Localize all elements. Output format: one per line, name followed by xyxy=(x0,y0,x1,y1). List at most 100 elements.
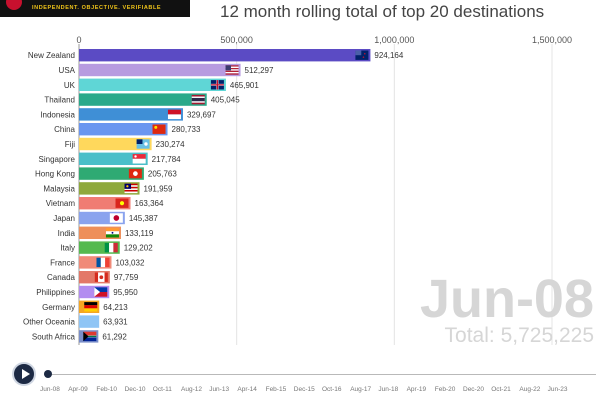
category-label-vietnam: Vietnam xyxy=(46,199,76,208)
fj-flag-icon xyxy=(136,139,150,149)
timeline-label[interactable]: Oct-16 xyxy=(322,386,342,393)
th-flag-icon xyxy=(191,94,205,105)
timeline-label[interactable]: Jun-08 xyxy=(40,386,60,393)
timeline-label[interactable]: Aug-12 xyxy=(181,386,202,393)
timeline-labels: Jun-08 Apr-09 Feb-10 Dec-10 Oct-11 Aug-12 Jun-… xyxy=(40,386,600,398)
timeline-label[interactable]: Apr-09 xyxy=(68,386,88,393)
category-label-philippines: Philippines xyxy=(36,288,75,297)
value-label-other-oceania: 63,931 xyxy=(103,318,128,327)
category-label-malaysia: Malaysia xyxy=(43,184,75,193)
bar-thailand xyxy=(79,93,207,106)
bar-indonesia xyxy=(79,108,183,121)
category-label-italy: Italy xyxy=(60,244,75,253)
value-label-germany: 64,213 xyxy=(103,303,128,312)
hk-flag-icon xyxy=(128,168,142,179)
timeline-label[interactable]: Jun-23 xyxy=(547,386,568,393)
value-label-fiji: 230,274 xyxy=(156,140,185,149)
play-icon xyxy=(22,369,30,379)
timeline-label[interactable]: Oct-11 xyxy=(152,386,172,393)
value-label-india: 133,119 xyxy=(125,229,154,238)
value-label-china: 280,733 xyxy=(172,125,201,134)
id-flag-icon xyxy=(167,109,181,120)
value-label-uk: 465,901 xyxy=(230,81,259,90)
in-flag-icon xyxy=(105,228,119,238)
value-label-malaysia: 191,959 xyxy=(144,184,173,193)
timeline-label[interactable]: Jun-18 xyxy=(378,386,399,393)
category-label-other-oceania: Other Oceania xyxy=(23,318,76,327)
timeline-label[interactable]: Aug-22 xyxy=(519,386,541,393)
timeline-label[interactable]: Dec-15 xyxy=(293,386,315,393)
brand-logo: INDEPENDENT. OBJECTIVE. VERIFIABLE xyxy=(0,0,190,17)
sg-flag-icon xyxy=(132,154,146,164)
category-label-thailand: Thailand xyxy=(44,96,75,105)
category-label-japan: Japan xyxy=(53,214,75,223)
de-flag-icon xyxy=(84,302,98,312)
it-flag-icon xyxy=(104,242,118,253)
timeline-handle[interactable] xyxy=(44,370,52,378)
period-label: Jun-08 xyxy=(419,269,594,329)
category-label-fiji: Fiji xyxy=(65,140,75,149)
timeline-label[interactable]: Feb-20 xyxy=(434,386,456,393)
za-flag-icon xyxy=(83,331,97,342)
value-label-indonesia: 329,697 xyxy=(187,110,216,119)
us-flag-icon xyxy=(225,65,239,75)
category-label-uk: UK xyxy=(64,81,76,90)
timeline-track[interactable] xyxy=(44,374,596,375)
bar-usa xyxy=(79,63,241,77)
x-tick-label: 1,000,000 xyxy=(374,35,414,45)
nz-flag-icon xyxy=(355,50,369,60)
category-label-new-zealand: New Zealand xyxy=(28,51,75,60)
logo-mark-icon xyxy=(6,0,22,10)
jp-flag-icon xyxy=(109,213,123,223)
timeline-label[interactable]: Aug-17 xyxy=(350,386,372,393)
value-label-thailand: 405,045 xyxy=(211,96,240,105)
bar-hong-kong xyxy=(79,167,144,180)
value-label-south-africa: 61,292 xyxy=(102,332,127,341)
x-tick-label: 1,500,000 xyxy=(532,35,572,45)
category-label-china: China xyxy=(54,125,75,134)
value-label-vietnam: 163,364 xyxy=(135,199,164,208)
category-label-south-africa: South Africa xyxy=(32,332,76,341)
value-label-france: 103,032 xyxy=(115,258,144,267)
x-tick-label: 0 xyxy=(76,35,81,45)
category-label-india: India xyxy=(58,229,76,238)
total-label: Total: 5,725,225 xyxy=(444,324,594,347)
timeline-label[interactable]: Dec-10 xyxy=(124,386,146,393)
timeline-label[interactable]: Oct-21 xyxy=(491,386,511,393)
value-label-philippines: 95,950 xyxy=(113,288,138,297)
value-label-new-zealand: 924,164 xyxy=(374,51,403,60)
fr-flag-icon xyxy=(96,257,110,268)
my-flag-icon xyxy=(124,183,138,194)
category-label-canada: Canada xyxy=(47,273,76,282)
timeline-label[interactable]: Jun-13 xyxy=(209,386,230,393)
value-label-canada: 97,759 xyxy=(114,273,139,282)
value-label-hong-kong: 205,763 xyxy=(148,170,177,179)
value-label-italy: 129,202 xyxy=(124,244,153,253)
category-label-indonesia: Indonesia xyxy=(40,110,75,119)
bar-china xyxy=(79,123,168,136)
category-label-singapore: Singapore xyxy=(39,155,76,164)
value-label-singapore: 217,784 xyxy=(152,155,181,164)
ca-flag-icon xyxy=(94,272,108,282)
cn-flag-icon xyxy=(152,124,166,134)
bar-other-oceania xyxy=(79,315,100,328)
play-button[interactable] xyxy=(12,362,36,386)
timeline-label[interactable]: Apr-19 xyxy=(406,386,427,393)
ph-flag-icon xyxy=(94,287,108,297)
timeline-label[interactable]: Feb-10 xyxy=(96,386,117,393)
gb-flag-icon xyxy=(210,80,224,90)
category-label-usa: USA xyxy=(59,66,76,75)
timeline-label[interactable]: Dec-20 xyxy=(463,386,484,393)
timeline-label[interactable]: Apr-14 xyxy=(237,386,257,393)
x-tick-label: 500,000 xyxy=(220,35,253,45)
value-label-usa: 512,297 xyxy=(245,66,274,75)
bar-new-zealand xyxy=(79,49,371,62)
category-label-france: France xyxy=(50,258,75,267)
bar-uk xyxy=(79,78,226,91)
chart-title: 12 month rolling total of top 20 destina… xyxy=(220,2,545,21)
bar-singapore xyxy=(79,152,148,165)
category-label-germany: Germany xyxy=(42,303,75,312)
timeline-label[interactable]: Feb-15 xyxy=(265,386,287,393)
bar-fiji xyxy=(79,137,152,151)
